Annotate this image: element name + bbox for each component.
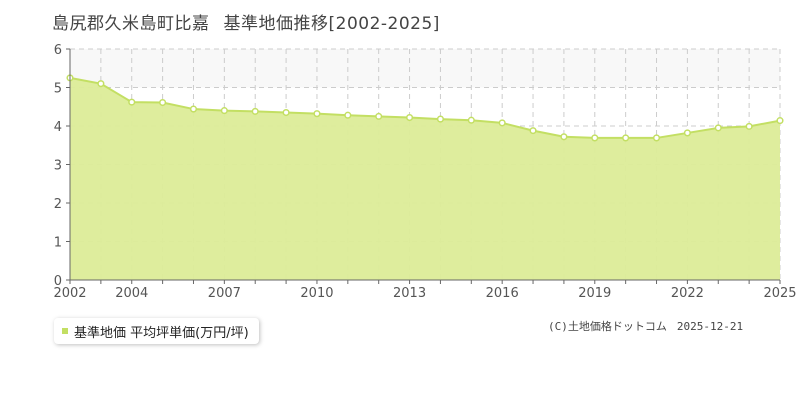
data-point: [745, 122, 753, 130]
axis-layer: [66, 48, 781, 284]
data-point: [220, 107, 228, 115]
y-tick-label: 0: [54, 274, 62, 289]
data-point: [159, 98, 167, 107]
title-place: 島尻郡久米島町比嘉: [52, 14, 210, 34]
y-tick-label: 5: [54, 82, 62, 97]
credit: (C)土地価格ドットコム 2025-12-21: [548, 318, 743, 334]
x-tick-label: 2019: [578, 286, 611, 301]
data-point: [97, 80, 105, 88]
data-point: [683, 129, 691, 137]
x-tick-label: 2002: [53, 286, 86, 301]
data-point: [591, 134, 599, 142]
x-tick-label: 2022: [671, 286, 704, 301]
upper-band-layer: [70, 49, 780, 88]
data-point: [344, 111, 352, 119]
data-point: [128, 98, 136, 106]
series-area: [70, 77, 780, 280]
x-tick-label: 2010: [300, 286, 333, 301]
data-point: [560, 133, 568, 141]
x-tick-label: 2025: [763, 286, 796, 301]
data-point: [498, 119, 506, 127]
legend: 基準地価 平均坪単価(万円/坪): [54, 318, 259, 344]
x-tick-label: 2004: [115, 286, 148, 301]
title-main: 基準地価推移[2002-2025]: [223, 14, 440, 34]
data-point: [406, 113, 414, 122]
x-tick-label: 2013: [393, 286, 426, 301]
y-tick-label: 6: [54, 43, 62, 58]
series-line: [69, 76, 781, 139]
data-point: [714, 124, 722, 132]
data-point: [436, 115, 444, 123]
y-tick-label: 1: [54, 236, 62, 251]
y-tick-label: 2: [54, 197, 62, 212]
legend-swatch: [62, 328, 68, 334]
upper-band: [70, 49, 780, 88]
tick-label-layer: 0 1 2 3 4 5 6 2002 2004 2007 2010 2013 2016 2019 2022 2…: [53, 43, 796, 301]
data-point: [776, 117, 784, 125]
data-point: [251, 107, 259, 115]
legend-label: 基準地価 平均坪単価(万円/坪): [74, 325, 249, 341]
credit-date: 2025-12-21: [676, 320, 744, 333]
data-point: [467, 116, 475, 124]
data-point: [622, 134, 630, 142]
data-point: [313, 110, 321, 118]
data-point: [529, 127, 537, 135]
data-point: [375, 112, 383, 120]
marker-layer: [66, 74, 784, 142]
y-tick-label: 4: [54, 120, 62, 135]
data-point: [652, 134, 661, 142]
area-layer: [69, 76, 781, 280]
chart-title: 島尻郡久米島町比嘉 基準地価推移[2002-2025]: [52, 9, 440, 34]
x-tick-label: 2016: [486, 286, 519, 301]
x-tick-label: 2007: [208, 286, 241, 301]
data-point: [189, 105, 198, 113]
data-point: [282, 108, 290, 117]
credit-source: (C)土地価格ドットコム: [548, 320, 667, 333]
y-tick-label: 3: [54, 159, 62, 174]
